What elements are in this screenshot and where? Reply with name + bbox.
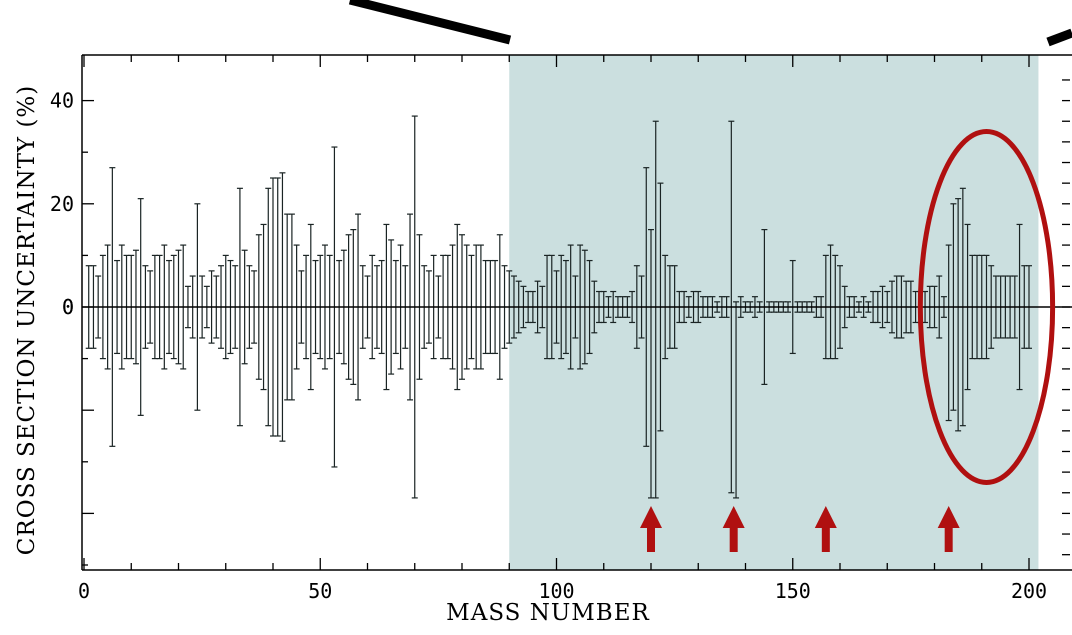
y-tick-label: 20 [50,192,74,216]
highlight-ellipse [917,129,1056,485]
x-tick-label: 100 [538,579,574,603]
x-tick-label: 200 [1011,579,1047,603]
x-tick-label: 50 [308,579,332,603]
error-bar [945,244,952,422]
x-axis-title: MASS NUMBER [446,600,650,626]
zoom-line-left [348,0,512,45]
zoom-line-right [1046,28,1072,47]
red-arrow-shaft [821,524,830,552]
error-bar [733,301,740,499]
y-tick-label-zero: 0 [62,295,74,319]
red-arrow-head [814,506,837,528]
error-bar [955,198,962,432]
red-arrow-head [937,506,960,528]
red-arrow-shaft [944,524,953,552]
red-arrow-shaft [729,524,738,552]
x-tick-label: 150 [775,579,811,603]
zoom-lines [348,0,1072,47]
red-arrow [814,506,837,552]
annotation-layer [640,129,1056,552]
red-arrow [722,506,745,552]
red-arrow-head [722,506,745,528]
y-tick-label: 0 [62,295,74,319]
red-arrow-shaft [647,524,655,552]
y-tick-label: 40 [50,89,74,113]
y-axis-title: CROSS SECTION UNCERTAINTY (%) [14,85,40,555]
red-arrow-head [640,506,662,528]
x-tick-label: 0 [78,579,90,603]
error-bar [652,120,659,499]
red-arrow [640,506,662,552]
red-arrow [937,506,960,552]
